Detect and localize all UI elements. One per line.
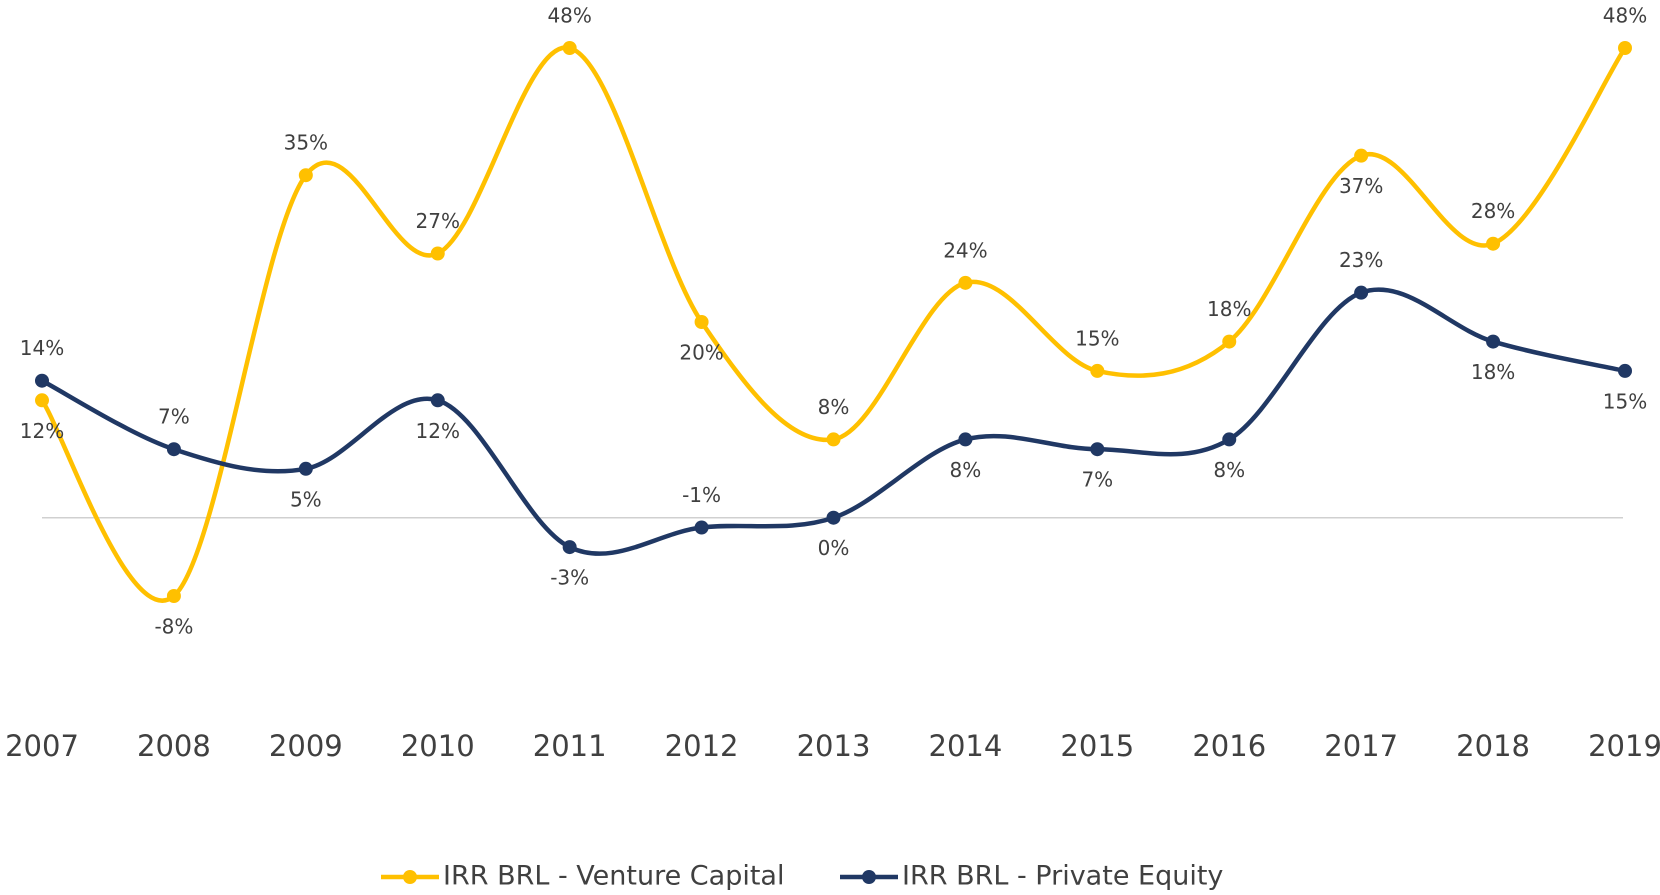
- marker: [1090, 442, 1105, 457]
- data-label: 18%: [1207, 297, 1251, 321]
- marker: [1354, 285, 1369, 300]
- line: [40, 45, 1627, 603]
- marker: [166, 589, 181, 603]
- marker: [826, 432, 841, 447]
- data-label: 48%: [1603, 4, 1647, 28]
- x-tick-label: 2012: [665, 729, 739, 763]
- data-label: 35%: [284, 131, 328, 155]
- data-label: 27%: [416, 209, 460, 233]
- data-label: 7%: [1081, 468, 1113, 492]
- data-label: 23%: [1339, 248, 1383, 272]
- marker: [562, 540, 577, 555]
- legend-label: IRR BRL - Venture Capital: [443, 861, 784, 892]
- x-tick-label: 2011: [533, 729, 607, 763]
- data-label: 8%: [950, 458, 982, 482]
- marker: [1618, 363, 1632, 378]
- data-label: 8%: [1213, 458, 1245, 482]
- marker: [1090, 363, 1105, 378]
- legend-marker: [862, 870, 876, 884]
- data-label: 24%: [943, 238, 987, 262]
- marker: [298, 461, 313, 476]
- x-tick-label: 2007: [5, 729, 79, 763]
- data-label: 0%: [818, 536, 850, 560]
- data-label: 18%: [1471, 360, 1515, 384]
- x-tick-label: 2009: [269, 729, 343, 763]
- x-tick-label: 2017: [1324, 729, 1398, 763]
- marker: [166, 442, 181, 457]
- data-label: 8%: [818, 395, 850, 419]
- marker: [430, 246, 445, 261]
- data-label: 48%: [547, 4, 591, 28]
- marker: [1222, 432, 1237, 447]
- x-tick-label: 2015: [1060, 729, 1134, 763]
- legend-marker: [403, 870, 417, 884]
- data-label: 37%: [1339, 174, 1383, 198]
- data-label: 14%: [20, 336, 64, 360]
- marker: [1486, 334, 1501, 349]
- data-label: 20%: [679, 341, 723, 365]
- marker: [958, 432, 973, 447]
- data-label: -8%: [154, 615, 193, 639]
- x-tick-label: 2010: [401, 729, 475, 763]
- data-label: 15%: [1603, 389, 1647, 413]
- marker: [35, 393, 49, 408]
- marker: [694, 315, 709, 329]
- x-tick-label: 2016: [1192, 729, 1266, 763]
- marker: [562, 41, 577, 55]
- marker: [694, 520, 709, 535]
- data-label: -3%: [550, 566, 589, 590]
- x-tick-label: 2018: [1456, 729, 1530, 763]
- legend-label: IRR BRL - Private Equity: [902, 861, 1223, 892]
- data-label: 15%: [1075, 326, 1119, 350]
- marker: [826, 510, 841, 525]
- marker: [35, 373, 49, 388]
- marker: [1486, 236, 1501, 251]
- marker: [1354, 148, 1369, 163]
- data-label: 12%: [416, 419, 460, 443]
- x-tick-label: 2014: [929, 729, 1003, 763]
- data-label: -1%: [682, 483, 721, 507]
- data-label: 12%: [20, 419, 64, 443]
- marker: [298, 168, 313, 183]
- x-tick-label: 2013: [797, 729, 871, 763]
- data-label: 7%: [158, 405, 190, 429]
- marker: [1222, 334, 1237, 349]
- x-tick-label: 2019: [1588, 729, 1660, 763]
- x-tick-label: 2008: [137, 729, 211, 763]
- marker: [430, 393, 445, 408]
- data-label: 5%: [290, 487, 322, 511]
- marker: [958, 275, 973, 290]
- marker: [1618, 41, 1632, 55]
- data-label: 28%: [1471, 199, 1515, 223]
